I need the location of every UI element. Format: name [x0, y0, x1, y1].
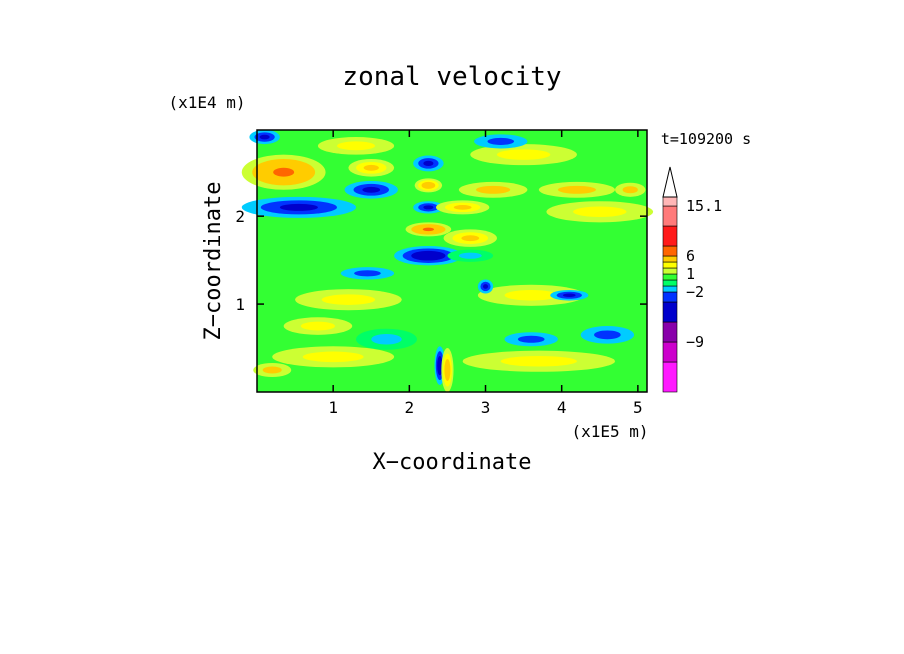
- field-contour-15-1: [573, 206, 627, 218]
- velocity-field: [241, 130, 654, 392]
- colorbar-label: −9: [686, 333, 704, 351]
- colorbar-max-arrow: [662, 166, 678, 198]
- field-contour-25-1: [262, 366, 282, 374]
- colorbar-band-3: [662, 301, 678, 323]
- field-contour-14-1: [504, 290, 558, 301]
- field-contour-26-1: [302, 351, 364, 363]
- field-contour-22-1: [371, 333, 402, 345]
- x-tick-label: 3: [481, 398, 491, 417]
- field-contour-20-1: [517, 335, 545, 343]
- colorbar-band-7: [662, 273, 678, 281]
- x-tick-label: 5: [633, 398, 643, 417]
- x-tick-label: 2: [405, 398, 415, 417]
- field-contour-11-1: [354, 270, 381, 277]
- colorbar-band-1: [662, 341, 678, 363]
- field-contour-2-3: [419, 253, 437, 259]
- colorbar-band-9: [662, 261, 678, 269]
- field-contour-6-2: [363, 164, 379, 171]
- colorbar-band-4: [662, 291, 678, 303]
- y-axis-label: Z−coordinate: [201, 182, 226, 341]
- x-tick-label: 4: [557, 398, 567, 417]
- x-tick-label: 1: [328, 398, 338, 417]
- colorbar-band-5: [662, 285, 678, 293]
- colorbar-band-0: [662, 361, 678, 393]
- plot-frame: [256, 129, 648, 393]
- field-contour-0-2: [279, 203, 318, 211]
- y-unit-label: (x1E4 m): [168, 93, 245, 112]
- field-contour-12-1: [458, 252, 482, 259]
- field-contour-33-1: [557, 185, 596, 194]
- colorbar-label: 1: [686, 265, 695, 283]
- field-contour-3-2: [423, 160, 434, 167]
- field-contour-18-1: [487, 137, 515, 145]
- colorbar-band-11: [662, 245, 678, 257]
- time-label: t=109200 s: [661, 130, 751, 148]
- y-tick-label: 1: [235, 295, 245, 314]
- field-contour-30-3: [445, 364, 449, 376]
- field-contour-4-2: [423, 205, 434, 210]
- colorbar-band-13: [662, 205, 678, 227]
- colorbar-label: 6: [686, 247, 695, 265]
- colorbar-label: −2: [686, 283, 704, 301]
- colorbar-band-12: [662, 225, 678, 247]
- colorbar-band-8: [662, 267, 678, 275]
- field-contour-16-1: [336, 141, 376, 151]
- x-axis-label: X−coordinate: [373, 450, 532, 475]
- field-contour-13-1: [321, 294, 376, 305]
- y-axis: 12: [235, 207, 647, 314]
- field-contour-24-2: [482, 284, 489, 289]
- colorbar-band-6: [662, 279, 678, 287]
- colorbar-band-2: [662, 321, 678, 343]
- field-contour-19-1: [475, 185, 511, 194]
- colorbar-band-10: [662, 255, 678, 263]
- y-tick-label: 2: [235, 207, 245, 226]
- field-contour-21-1: [594, 330, 621, 340]
- field-contour-29-3: [438, 360, 442, 371]
- x-axis: 1 2 3 4 5: [328, 130, 643, 417]
- colorbar: 15.1 61−2 −9: [662, 166, 722, 393]
- field-contour-31-2: [259, 134, 270, 140]
- field-contour-28-1: [300, 321, 336, 331]
- field-contour-9-2: [461, 235, 480, 242]
- field-contour-17-1: [496, 149, 551, 160]
- field-contour-10-2: [453, 205, 472, 210]
- chart-title: zonal velocity: [342, 62, 561, 92]
- colorbar-label: 15.1: [686, 197, 722, 215]
- field-contour-8-3: [422, 227, 435, 232]
- field-contour-32-1: [622, 186, 638, 194]
- field-contour-23-2: [562, 293, 576, 298]
- field-contour-27-1: [500, 355, 577, 367]
- field-contour-7-3: [424, 183, 432, 188]
- x-unit-label: (x1E5 m): [571, 422, 648, 441]
- field-contour-1-2: [362, 186, 381, 193]
- colorbar-band-14: [662, 196, 678, 207]
- field-contour-5-3: [273, 167, 295, 177]
